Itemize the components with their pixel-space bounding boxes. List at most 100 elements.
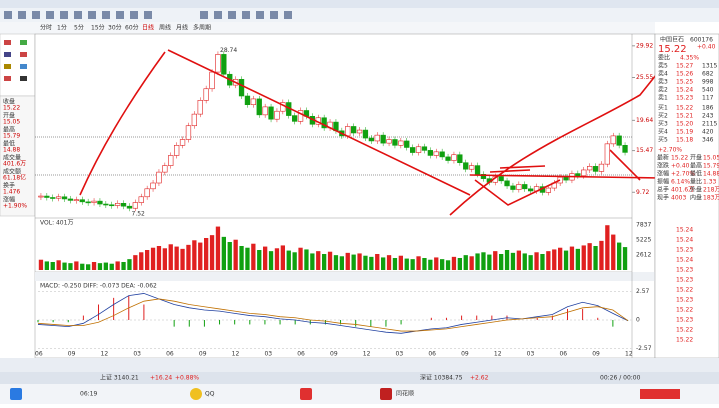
label: 12	[232, 351, 240, 358]
candle	[451, 154, 457, 161]
label: +0.88%	[175, 375, 199, 382]
label: 117	[702, 95, 714, 102]
status-tabs[interactable]	[0, 358, 719, 372]
volume-bar	[121, 262, 126, 270]
label: 15.22	[676, 337, 693, 344]
candle	[386, 139, 392, 144]
volume-bar	[528, 255, 533, 270]
candle	[126, 205, 133, 209]
label: 15分	[91, 24, 105, 32]
taskbar-icons[interactable]	[10, 388, 680, 400]
label: 15.19	[676, 129, 693, 136]
label: 卖3	[658, 79, 668, 86]
label: 06	[559, 351, 567, 358]
label: 涨幅	[657, 170, 669, 178]
label: 06	[428, 351, 436, 358]
candle	[439, 151, 445, 158]
label: 14.88	[3, 147, 20, 154]
volume-bar	[345, 252, 350, 270]
volume-bar	[440, 259, 445, 270]
candle	[67, 198, 74, 201]
label: 15.05	[3, 119, 20, 126]
volume-bar	[221, 236, 226, 270]
label: 15.20	[676, 121, 693, 128]
tool-icons	[4, 40, 27, 81]
volume-bar	[546, 251, 551, 270]
label: 15.22	[676, 307, 693, 314]
candle	[457, 154, 463, 164]
label: 开盘	[690, 154, 702, 162]
volume-bar	[239, 246, 244, 270]
label: 15.05	[703, 155, 719, 162]
volume-bar	[599, 240, 604, 270]
label: 1分	[57, 24, 67, 32]
label: 买4	[658, 128, 668, 136]
label: 15.79	[3, 133, 20, 140]
toolbar[interactable]	[0, 8, 719, 22]
label: 卖2	[658, 87, 668, 94]
volume-bar	[434, 257, 439, 270]
label: 15.18	[676, 137, 693, 144]
label: 03	[133, 351, 141, 358]
volume-bar	[457, 258, 462, 270]
label: 12	[363, 351, 371, 358]
volume-bar	[605, 225, 610, 270]
volume-bar	[127, 259, 132, 270]
volume-bar	[38, 259, 44, 270]
candle	[203, 88, 209, 101]
volume-bar	[245, 247, 250, 270]
label: 15.24	[676, 227, 693, 234]
status-bar	[0, 372, 719, 384]
volume-bar	[558, 247, 563, 270]
label: 6.14%	[671, 179, 690, 186]
volume-bar	[257, 250, 262, 270]
label: 成交额	[3, 168, 21, 176]
volume-bar	[292, 252, 297, 270]
label: 03	[527, 351, 535, 358]
volume-bar	[251, 243, 256, 270]
volume-bar	[357, 253, 362, 270]
volume-bar	[62, 262, 67, 270]
candle	[598, 163, 605, 172]
volume-bar	[115, 261, 120, 270]
volume-bar	[103, 262, 108, 270]
volume-bar	[351, 254, 356, 270]
volume-bar	[156, 246, 162, 270]
volume-bar	[575, 248, 580, 270]
toolbar-icons	[4, 11, 292, 19]
candle	[463, 162, 469, 170]
indicator-tabs[interactable]	[35, 272, 655, 281]
label: 7837	[636, 222, 651, 229]
candle	[85, 201, 91, 204]
label: 12	[494, 351, 502, 358]
label: 03	[264, 351, 272, 358]
volume-bar	[522, 253, 527, 270]
label: 420	[702, 129, 714, 136]
volume-bar	[56, 260, 61, 270]
volume-bar	[150, 247, 156, 270]
candle	[510, 185, 516, 190]
volume-bar	[192, 240, 197, 270]
label: 中国巨石	[660, 36, 684, 44]
candle	[592, 166, 599, 172]
label: 2115	[702, 121, 717, 128]
volume-bar	[611, 234, 616, 270]
volume-bar	[44, 261, 49, 270]
candle	[79, 199, 85, 203]
candle	[321, 117, 327, 129]
label: 15.26	[676, 71, 693, 78]
candle	[174, 145, 180, 156]
candle	[209, 71, 215, 90]
volume-bar	[445, 260, 451, 270]
label: 12	[625, 351, 633, 358]
candle	[404, 140, 410, 148]
label: 61.18亿	[3, 174, 26, 182]
label: 15.27	[676, 63, 693, 70]
label: 401.6万	[671, 187, 694, 194]
volume-bar	[268, 251, 274, 270]
candle	[480, 174, 487, 179]
label: +1.90%	[3, 203, 27, 210]
candle	[350, 126, 357, 134]
label: 0	[636, 317, 640, 324]
candle	[468, 165, 475, 170]
